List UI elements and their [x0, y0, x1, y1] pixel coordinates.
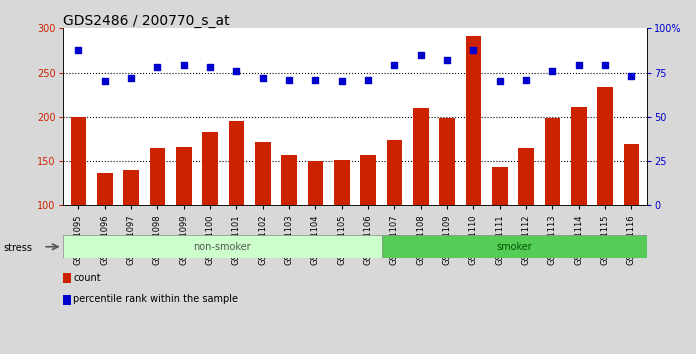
Bar	[176, 147, 191, 205]
Bar	[361, 155, 376, 205]
Bar	[492, 167, 507, 205]
Bar	[255, 143, 271, 205]
Point	[178, 63, 189, 68]
Point	[73, 47, 84, 52]
Point	[283, 77, 294, 82]
Point	[152, 64, 163, 70]
Bar	[97, 173, 113, 205]
Bar	[386, 140, 402, 205]
Bar	[519, 148, 534, 205]
Bar	[334, 160, 349, 205]
Point	[521, 77, 532, 82]
Point	[626, 73, 637, 79]
Point	[574, 63, 585, 68]
Point	[599, 63, 610, 68]
Bar	[413, 108, 429, 205]
Point	[100, 79, 111, 84]
Bar	[70, 117, 86, 205]
Point	[205, 64, 216, 70]
Point	[389, 63, 400, 68]
Bar	[228, 121, 244, 205]
Bar	[571, 107, 587, 205]
Point	[547, 68, 558, 74]
Bar	[281, 155, 297, 205]
Point	[231, 68, 242, 74]
Point	[441, 57, 452, 63]
Point	[258, 75, 269, 81]
Point	[416, 52, 427, 58]
Bar	[439, 118, 455, 205]
Bar	[597, 87, 613, 205]
Bar	[123, 170, 139, 205]
Point	[125, 75, 136, 81]
Text: non-smoker: non-smoker	[193, 242, 251, 252]
Text: GDS2486 / 200770_s_at: GDS2486 / 200770_s_at	[63, 14, 229, 28]
Bar	[308, 161, 324, 205]
Point	[468, 47, 479, 52]
Text: count: count	[73, 273, 101, 283]
Bar	[63, 235, 381, 258]
Text: percentile rank within the sample: percentile rank within the sample	[73, 294, 238, 304]
Bar	[466, 36, 482, 205]
Bar	[150, 148, 166, 205]
Point	[494, 79, 505, 84]
Bar	[203, 132, 218, 205]
Bar	[624, 144, 640, 205]
Bar	[544, 118, 560, 205]
Point	[336, 79, 347, 84]
Text: stress: stress	[3, 243, 33, 253]
Bar	[381, 235, 647, 258]
Text: smoker: smoker	[496, 242, 532, 252]
Point	[363, 77, 374, 82]
Point	[310, 77, 321, 82]
